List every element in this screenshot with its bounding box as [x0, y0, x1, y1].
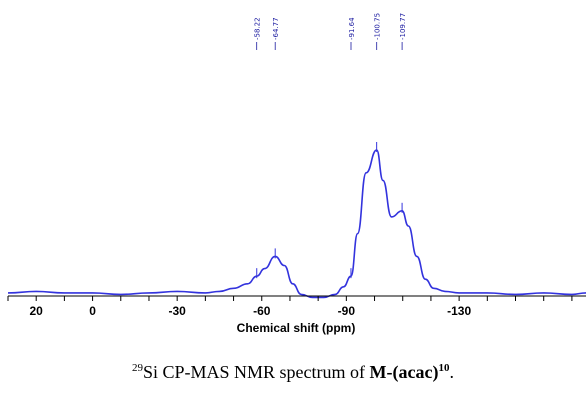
caption-compound: M-(acac)10 [369, 362, 450, 382]
x-tick-label: 0 [89, 304, 96, 318]
caption-isotope: 29 [132, 362, 143, 374]
peak-labels: -58.22 -64.77 -91.64 -100.75 -109.77 [254, 13, 407, 50]
svg-text:-64.77: -64.77 [272, 17, 280, 40]
peak-label: -58.22 [254, 17, 262, 50]
peak-label: -100.75 [374, 13, 382, 50]
svg-text:-109.77: -109.77 [399, 13, 407, 40]
peak-label: -64.77 [272, 17, 280, 50]
spectrum-line [7, 149, 586, 299]
x-tick-label: -60 [253, 304, 271, 318]
figure-caption: 29Si CP-MAS NMR spectrum of M-(acac)10. [0, 362, 586, 383]
x-axis-title: Chemical shift (ppm) [237, 321, 356, 335]
x-tick-label: 20 [30, 304, 44, 318]
caption-compound-sup: 10 [438, 362, 450, 374]
svg-text:-58.22: -58.22 [254, 17, 262, 40]
x-ticks: 20 0 -30 -60 -90 -130 [7, 296, 573, 318]
caption-end: . [449, 362, 454, 382]
peak-label: -109.77 [399, 13, 407, 50]
x-tick-label: -90 [338, 304, 356, 318]
peak-label: -91.64 [348, 17, 356, 50]
nmr-spectrum-chart: -58.22 -64.77 -91.64 -100.75 -109.77 20 0 -30 -… [7, 13, 586, 335]
x-tick-label: -30 [168, 304, 186, 318]
svg-text:-100.75: -100.75 [374, 13, 382, 40]
x-tick-label: -130 [447, 304, 471, 318]
svg-text:-91.64: -91.64 [348, 17, 356, 40]
caption-text: Si CP-MAS NMR spectrum of [143, 362, 370, 382]
